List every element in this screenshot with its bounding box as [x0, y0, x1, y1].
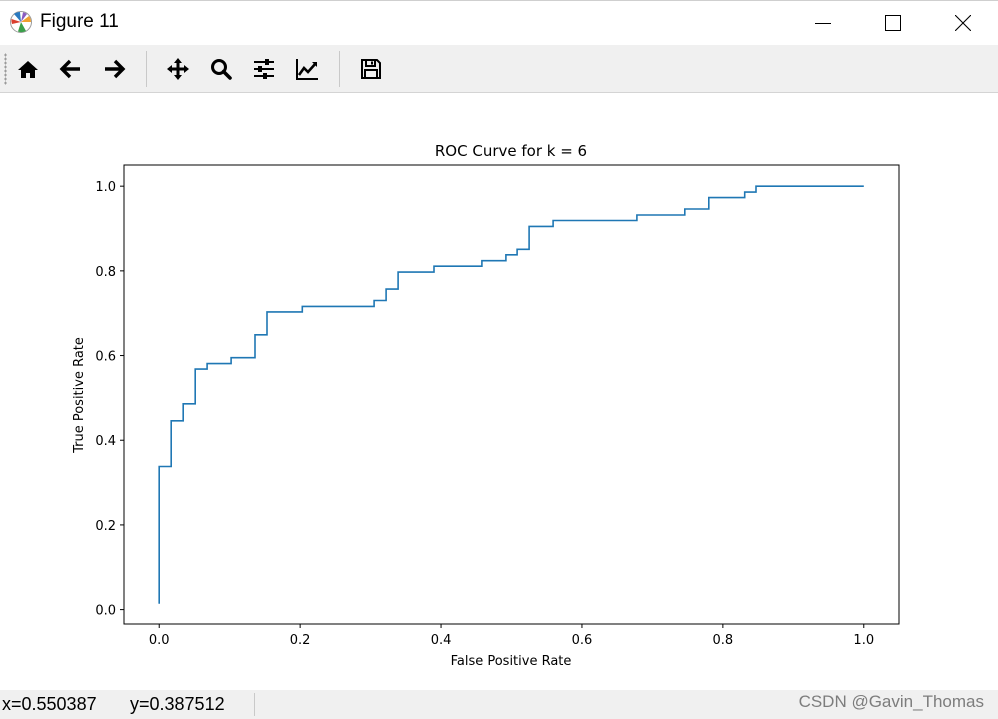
y-tick-label: 1.0	[95, 180, 116, 195]
x-tick-label: 0.2	[290, 633, 311, 648]
subplots-button[interactable]	[249, 54, 279, 84]
status-separator	[254, 693, 255, 716]
home-button[interactable]	[13, 54, 43, 84]
maximize-button[interactable]	[858, 1, 928, 46]
pan-button[interactable]	[163, 54, 193, 84]
watermark-text: CSDN @Gavin_Thomas	[798, 692, 984, 711]
y-axis-label: True Positive Rate	[72, 337, 87, 454]
y-tick-label: 0.2	[95, 519, 116, 534]
window-titlebar: Figure 11	[0, 0, 998, 45]
move-icon	[167, 58, 189, 80]
floppy-disk-icon	[361, 59, 381, 79]
toolbar-separator	[339, 51, 340, 87]
matplotlib-logo-icon	[9, 10, 33, 34]
y-tick-label: 0.4	[95, 434, 116, 449]
forward-button[interactable]	[99, 54, 129, 84]
home-icon	[18, 61, 38, 78]
zoom-button[interactable]	[206, 54, 236, 84]
navigation-toolbar	[0, 45, 998, 93]
axes-frame	[123, 164, 900, 625]
roc-curve-line	[158, 185, 864, 604]
close-icon	[955, 15, 971, 31]
y-tick-label: 0.6	[95, 350, 116, 365]
x-tick-label: 0.6	[572, 633, 593, 648]
x-tick-label: 1.0	[853, 633, 874, 648]
x-axis-label: False Positive Rate	[451, 654, 572, 669]
toolbar-separator	[146, 51, 147, 87]
line-chart-icon	[296, 59, 318, 80]
save-button[interactable]	[356, 54, 386, 84]
x-tick-label: 0.4	[431, 633, 452, 648]
x-coordinate-readout: x=0.550387	[2, 694, 97, 714]
chart-title: ROC Curve for k = 6	[435, 142, 587, 160]
y-tick-label: 0.8	[95, 265, 116, 280]
sliders-icon	[254, 59, 274, 79]
edit-axis-button[interactable]	[292, 54, 322, 84]
y-tick-label: 0.0	[95, 604, 116, 619]
roc-chart[interactable]: ROC Curve for k = 6 0.0 0.2 0.4 0.6 0.8 1.0 0…	[0, 93, 998, 690]
toolbar-grip[interactable]	[4, 53, 7, 85]
minimize-button[interactable]	[788, 1, 858, 46]
minimize-icon	[815, 23, 831, 24]
arrow-right-icon	[105, 59, 126, 79]
magnifier-icon	[211, 59, 232, 80]
figure-canvas[interactable]: ROC Curve for k = 6 0.0 0.2 0.4 0.6 0.8 1.0 0…	[0, 93, 998, 690]
x-tick-label: 0.8	[713, 633, 734, 648]
status-bar: x=0.550387 y=0.387512 CSDN @Gavin_Thomas	[0, 690, 998, 719]
back-button[interactable]	[56, 54, 86, 84]
close-button[interactable]	[928, 1, 998, 46]
y-coordinate-readout: y=0.387512	[130, 694, 225, 714]
maximize-icon	[885, 15, 901, 31]
x-tick-label: 0.0	[149, 633, 170, 648]
window-title: Figure 11	[40, 11, 119, 32]
arrow-left-icon	[59, 59, 80, 79]
